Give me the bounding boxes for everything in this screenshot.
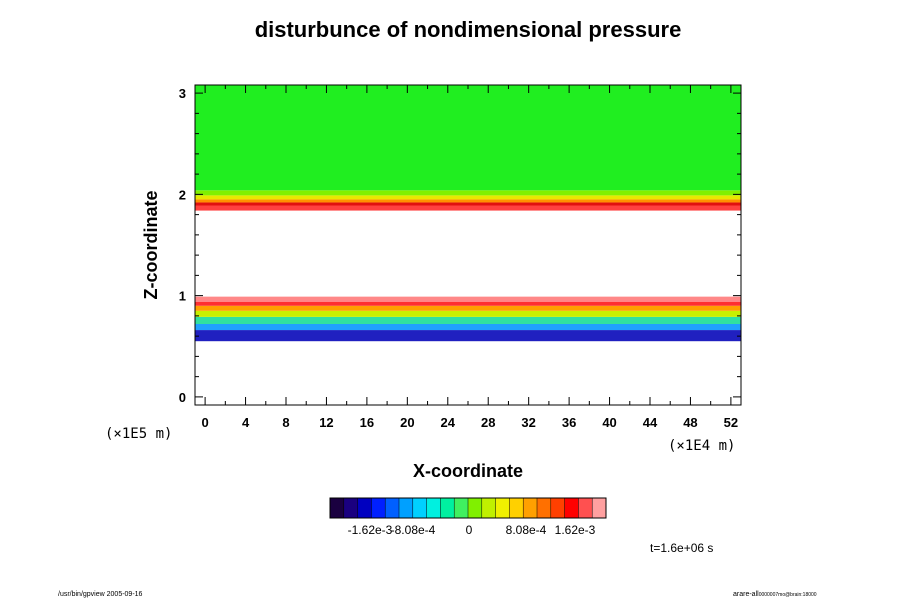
colorbar-swatch-9 xyxy=(454,498,469,518)
colorbar: -1.62e-3-8.08e-4 0 8.08e-4 1.62e-3 xyxy=(329,497,607,537)
contour-band-4 xyxy=(195,305,741,311)
colorbar-swatch-1 xyxy=(343,498,358,518)
contour-band-0 xyxy=(195,330,741,342)
contour-bands xyxy=(195,85,741,342)
x-tick-label-8: 32 xyxy=(521,415,535,430)
footer-left: /usr/bin/gpview 2005-09-16 xyxy=(58,591,143,598)
x-tick-label-10: 40 xyxy=(602,415,616,430)
colorbar-frame xyxy=(329,497,607,519)
colorbar-tick-label-4: 1.62e-3 xyxy=(555,523,596,537)
contour-band-11 xyxy=(195,190,741,196)
x-tick-label-4: 16 xyxy=(360,415,374,430)
contour-band-3 xyxy=(195,310,741,317)
contour-band-6 xyxy=(195,296,741,302)
colorbar-swatch-12 xyxy=(495,498,510,518)
x-tick-label-9: 36 xyxy=(562,415,576,430)
contour-band-9 xyxy=(195,199,741,203)
contour-band-10 xyxy=(195,195,741,200)
y-tick-label-0: 0 xyxy=(179,390,186,405)
x-axis-label: X-coordinate xyxy=(413,461,523,481)
y-axis-label: Z-coordinate xyxy=(141,190,161,299)
contour-band-8 xyxy=(195,202,741,206)
colorbar-swatch-15 xyxy=(537,498,552,518)
colorbar-swatch-2 xyxy=(357,498,372,518)
colorbar-swatch-7 xyxy=(426,498,441,518)
x-tick-label-2: 8 xyxy=(282,415,289,430)
x-tick-label-0: 0 xyxy=(201,415,208,430)
x-tick-label-6: 24 xyxy=(441,415,456,430)
colorbar-swatch-6 xyxy=(412,498,427,518)
colorbar-swatch-19 xyxy=(592,498,607,518)
y-tick-label-3: 3 xyxy=(179,86,186,101)
footer-right-main: arare-all xyxy=(733,591,759,598)
chart-title: disturbunce of nondimensional pressure xyxy=(255,17,682,42)
x-tick-label-5: 20 xyxy=(400,415,414,430)
colorbar-swatch-0 xyxy=(330,498,345,518)
colorbar-swatch-16 xyxy=(550,498,565,518)
colorbar-tick-label-1: -8.08e-4 xyxy=(391,523,436,537)
footer-right-sub: 0000007mo@brain:18000 xyxy=(759,592,817,598)
colorbar-swatch-17 xyxy=(564,498,579,518)
colorbar-swatch-11 xyxy=(481,498,496,518)
x-tick-label-13: 52 xyxy=(724,415,738,430)
time-label: t=1.6e+06 s xyxy=(650,541,713,555)
colorbar-swatch-8 xyxy=(440,498,455,518)
colorbar-tick-label-0: -1.62e-3 xyxy=(348,523,393,537)
colorbar-swatch-10 xyxy=(468,498,483,518)
contour-band-2 xyxy=(195,316,741,324)
x-tick-label-3: 12 xyxy=(319,415,333,430)
contour-band-1 xyxy=(195,323,741,331)
colorbar-swatch-14 xyxy=(523,498,538,518)
colorbar-swatch-13 xyxy=(509,498,524,518)
x-tick-label-1: 4 xyxy=(242,415,250,430)
colorbar-swatch-4 xyxy=(385,498,400,518)
contour-band-5 xyxy=(195,301,741,306)
y-tick-label-1: 1 xyxy=(179,289,186,304)
x-tick-label-12: 48 xyxy=(683,415,697,430)
colorbar-swatch-5 xyxy=(399,498,414,518)
contour-band-7 xyxy=(195,205,741,211)
x-unit-label: (×1E4 m) xyxy=(668,438,735,454)
footer-right: arare-all0000007mo@brain:18000 xyxy=(733,591,817,598)
colorbar-tick-label-3: 8.08e-4 xyxy=(506,523,547,537)
colorbar-tick-label-2: 0 xyxy=(466,523,473,537)
x-tick-label-11: 44 xyxy=(643,415,658,430)
y-unit-label: (×1E5 m) xyxy=(105,426,172,442)
x-tick-label-7: 28 xyxy=(481,415,495,430)
colorbar-swatch-18 xyxy=(578,498,593,518)
y-tick-label-2: 2 xyxy=(179,187,186,202)
contour-band-12 xyxy=(195,85,741,191)
colorbar-swatch-3 xyxy=(371,498,386,518)
